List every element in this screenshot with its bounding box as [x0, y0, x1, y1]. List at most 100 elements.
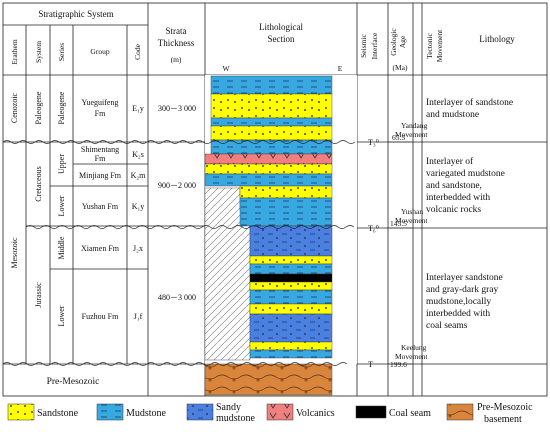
group-yueguifeng-2: Fm: [95, 109, 106, 118]
legend-label-mudstone: Mudstone: [126, 408, 167, 419]
system-paleogene: Paleogene: [34, 91, 43, 124]
legend: [7, 403, 474, 421]
layer-mudstone: [249, 263, 333, 275]
layer-sandstone: [204, 163, 333, 175]
group-fuzhou: Fuzhou Fm: [82, 312, 119, 321]
strata-thickness: 300－3 000 900－2 000 480－3 000: [158, 104, 196, 302]
layer-pre-mesozoic-basement: [204, 363, 333, 396]
thickness-jurassic: 480－3 000: [158, 293, 196, 302]
layer-mudstone: [239, 197, 333, 227]
seismic-t3: T₃⁰: [368, 138, 379, 147]
code-k1y: K₁y: [132, 202, 145, 211]
header-group: Group: [90, 47, 109, 56]
header-erathem: Erathem: [10, 39, 19, 65]
group-minjiang: Minjiang Fm: [79, 171, 122, 180]
header-strata-2: Thickness: [158, 38, 195, 48]
code-e1y: E₁y: [132, 104, 144, 113]
series-paleogene: Paleogene: [57, 91, 66, 124]
legend-swatch-mudstone: [96, 403, 124, 421]
thickness-cenozoic: 300－3 000: [158, 104, 196, 113]
table-header: Stratigraphic System Erathem System Seri…: [10, 9, 515, 73]
layer-sandstone: [210, 93, 333, 119]
seismic-t6: T₆⁰: [368, 224, 379, 233]
lithology-cenozoic-1: Interlayer of sandstone: [426, 97, 513, 108]
age-199-6: 199.6: [390, 360, 407, 369]
header-west: W: [222, 64, 230, 73]
lithology-cretaceous-1: Interlayer of: [426, 156, 474, 167]
system-jurassic: Jurassic: [34, 282, 43, 308]
lithology-cretaceous-5: volcanic rocks: [426, 205, 481, 215]
layer-mudstone: [249, 289, 333, 305]
layer-sandstone: [249, 341, 333, 351]
seismic-interfaces: [2, 140, 412, 366]
header-system: System: [34, 41, 43, 63]
series-middle: Middle: [57, 236, 66, 260]
lithology-cenozoic-2: and mudstone: [426, 110, 479, 120]
layer-mudstone: [204, 173, 333, 187]
code-j1f: J₁f: [134, 312, 143, 321]
lithology-jurassic-1: Interlayer sandstone: [426, 273, 503, 283]
layer-volcanics: [204, 153, 333, 165]
header-strata-1: Strata: [166, 26, 187, 36]
header-age-unit: (Ma): [393, 63, 408, 72]
group-yueguifeng-1: Yueguifeng: [82, 98, 119, 107]
series-upper: Upper: [57, 154, 66, 174]
header-strata-unit: (m): [171, 55, 182, 64]
tectonic-movements: Yandang Movement Yushan Movement Keelung…: [395, 121, 428, 361]
legend-swatch-coal-seam: [355, 405, 387, 419]
layer-sandstone: [239, 185, 333, 199]
lithology-jurassic-4: interbedded with: [426, 309, 490, 319]
series-lower-j: Lower: [57, 305, 66, 326]
layer-coal-seam: [249, 273, 333, 283]
lithology-descriptions: Interlayer of sandstone and mudstone Int…: [426, 97, 513, 331]
layer-mudstone: [249, 349, 333, 359]
layer-sandstone: [210, 125, 333, 141]
header-litho-2: Section: [268, 34, 295, 44]
legend-label-volcanics: Volcanics: [296, 408, 335, 419]
seismic-tg: T: [368, 360, 373, 369]
series-lower-k: Lower: [57, 195, 66, 216]
header-age-1: Geologic: [389, 28, 398, 56]
layer-sandy-mudstone: [249, 225, 333, 257]
tectonic-yandang-2: Movement: [395, 130, 428, 139]
erathem-mesozoic: Mesozoic: [10, 237, 19, 269]
code-k2s: K₂s: [132, 150, 144, 159]
erathem-pre-mesozoic: Pre-Mesozoic: [47, 377, 100, 387]
lithology-jurassic-2: and gray-dark gray: [426, 285, 499, 295]
tectonic-yushan-2: Movement: [395, 216, 428, 225]
tectonic-yandang-1: Yandang: [401, 121, 428, 130]
legend-label-coal-seam: Coal seam: [389, 408, 431, 419]
thickness-cretaceous: 900－2 000: [158, 181, 196, 190]
lithology-cretaceous-3: and sandstone,: [426, 181, 482, 191]
header-series: Series: [57, 43, 66, 61]
code-k2m: K₂m: [131, 171, 147, 180]
group-xiamen: Xiamen Fm: [81, 244, 120, 253]
lithology-jurassic-3: mudstone,locally: [426, 297, 491, 307]
legend-swatch-basement: [446, 403, 474, 421]
layer-sandstone: [249, 255, 333, 265]
layer-sandstone: [249, 303, 333, 315]
lithology-cretaceous-2: variegated mudstone: [426, 169, 505, 179]
header-seismic-2: Interface: [370, 32, 379, 59]
header-litho-1: Lithological: [259, 22, 303, 32]
group-shimentang-1: Shimentang: [81, 145, 119, 154]
legend-label-sandstone: Sandstone: [37, 408, 79, 419]
lithological-section: [204, 75, 357, 396]
erathem-cenozoic: Cenozoic: [10, 92, 19, 123]
legend-label-sandy-1: Sandy: [216, 402, 241, 413]
tectonic-keelung-1: Keelung: [401, 343, 427, 352]
lithology-jurassic-5: coal seams: [426, 321, 468, 331]
lithology-cretaceous-4: interbedded with: [426, 193, 490, 203]
system-cretaceous: Cretaceous: [34, 166, 43, 202]
header-lithology: Lithology: [479, 34, 515, 44]
legend-label-basement-1: Pre-Mesozoic: [477, 402, 533, 413]
strata-labels: Cenozoic Mesozoic Paleogene Cretaceous J…: [10, 91, 146, 387]
legend-swatch-sandy-mudstone: [186, 403, 214, 421]
header-tectonic-2: Movement: [435, 29, 444, 62]
layer-mudstone: [210, 75, 333, 95]
layer-mudstone: [210, 139, 333, 155]
legend-swatch-sandstone: [7, 403, 35, 421]
age-65-5: 65.5: [392, 133, 405, 142]
group-shimentang-2: Fm: [95, 154, 106, 163]
